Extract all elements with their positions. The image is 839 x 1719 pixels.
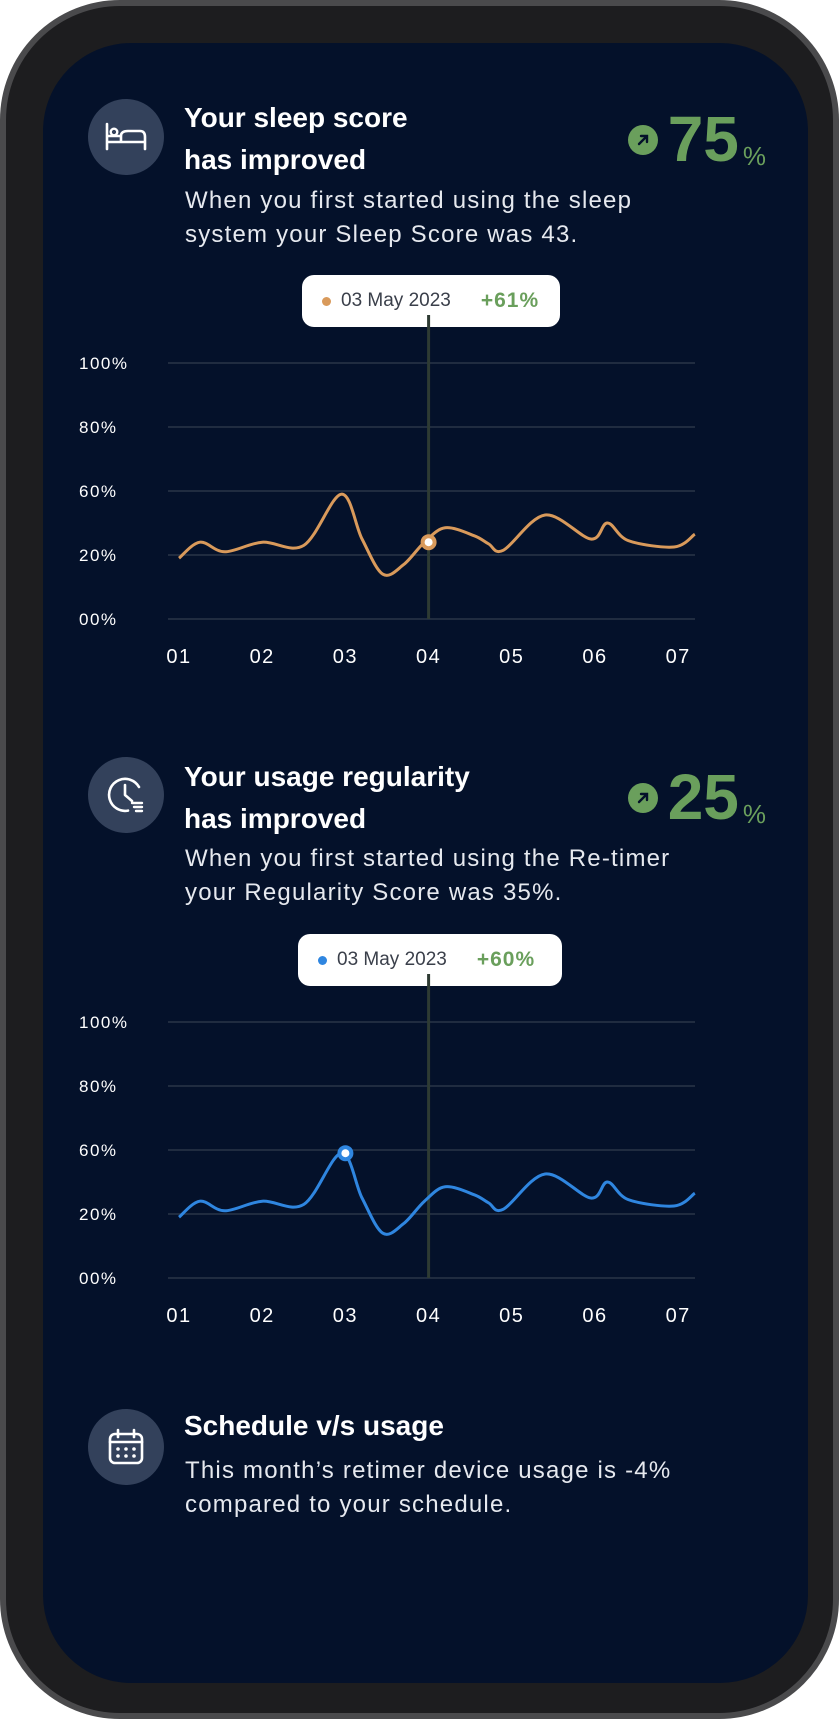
- tooltip-delta: +61%: [480, 289, 540, 312]
- usage-regularity-number: 25: [667, 761, 739, 833]
- y-tick-label: 20%: [79, 1205, 118, 1224]
- x-tick-label: 07: [666, 646, 691, 668]
- y-tick-label: 20%: [79, 546, 118, 565]
- schedule-title: Schedule v/s usage: [184, 1410, 444, 1441]
- sleep-score-description: When you first started using the sleep s…: [185, 187, 633, 248]
- sleep-chart-tooltip: 03 May 2023 +61%: [302, 275, 560, 327]
- y-tick-label: 00%: [79, 610, 118, 629]
- x-tick-label: 05: [499, 1305, 524, 1327]
- trend-up-icon: [627, 783, 658, 813]
- schedule-description: This month’s retimer device usage is -4%…: [185, 1457, 672, 1518]
- highlight-point-center: [341, 1149, 350, 1158]
- y-tick-label: 80%: [79, 1077, 118, 1096]
- highlight-point-center: [424, 538, 433, 547]
- usage-regularity-title: Your usage regularity has improved: [184, 761, 470, 834]
- calendar-icon: [88, 1409, 164, 1485]
- x-tick-label: 01: [166, 646, 191, 668]
- x-tick-label: 06: [582, 1305, 607, 1327]
- usage-regularity-score: 25 %: [627, 761, 766, 833]
- trend-up-icon: [627, 125, 658, 155]
- clock-icon: [88, 757, 164, 833]
- x-tick-label: 02: [250, 646, 275, 668]
- x-tick-label: 02: [250, 1305, 275, 1327]
- tooltip-date: 03 May 2023: [341, 290, 451, 311]
- tooltip-delta: +60%: [476, 948, 536, 971]
- series-line: [178, 1151, 696, 1236]
- sleep-score-title: Your sleep score has improved: [184, 102, 408, 175]
- series-line: [178, 492, 696, 577]
- regularity-chart-svg: 100% 80% 60% 20% 00% 01 02 03 04 05 06 07: [79, 974, 696, 1327]
- sleep-score-value: 75 %: [627, 103, 766, 175]
- y-tick-label: 100%: [79, 354, 128, 373]
- sleep-score-number: 75: [667, 103, 739, 175]
- usage-regularity-description: When you first started using the Re-time…: [185, 845, 671, 906]
- y-tick-label: 60%: [79, 1141, 118, 1160]
- x-tick-label: 07: [666, 1305, 691, 1327]
- usage-regularity-unit: %: [742, 799, 766, 829]
- y-tick-label: 100%: [79, 1013, 128, 1032]
- y-tick-label: 80%: [79, 418, 118, 437]
- app-screen: Your sleep score has improved 75 % When …: [43, 43, 808, 1683]
- x-tick-label: 03: [333, 1305, 358, 1327]
- sleep-score-unit: %: [742, 141, 766, 171]
- usage-regularity-chart: 100% 80% 60% 20% 00% 01 02 03 04 05 06 07: [43, 974, 808, 1327]
- y-tick-label: 60%: [79, 482, 118, 501]
- tooltip-dot: [318, 955, 327, 965]
- y-tick-label: 00%: [79, 1269, 118, 1288]
- x-tick-label: 05: [499, 646, 524, 668]
- sleep-score-chart: 100% 80% 60% 20% 00% 01 02 03 04 05 06 07: [43, 315, 808, 668]
- x-tick-label: 04: [416, 646, 441, 668]
- tooltip-dot: [322, 296, 331, 306]
- bed-icon: [88, 99, 164, 175]
- x-tick-label: 03: [333, 646, 358, 668]
- x-tick-label: 01: [166, 1305, 191, 1327]
- sleep-chart-svg: 100% 80% 60% 20% 00% 01 02 03 04 05 06 07: [79, 315, 696, 668]
- x-tick-label: 04: [416, 1305, 441, 1327]
- tooltip-date: 03 May 2023: [337, 949, 447, 970]
- x-tick-label: 06: [582, 646, 607, 668]
